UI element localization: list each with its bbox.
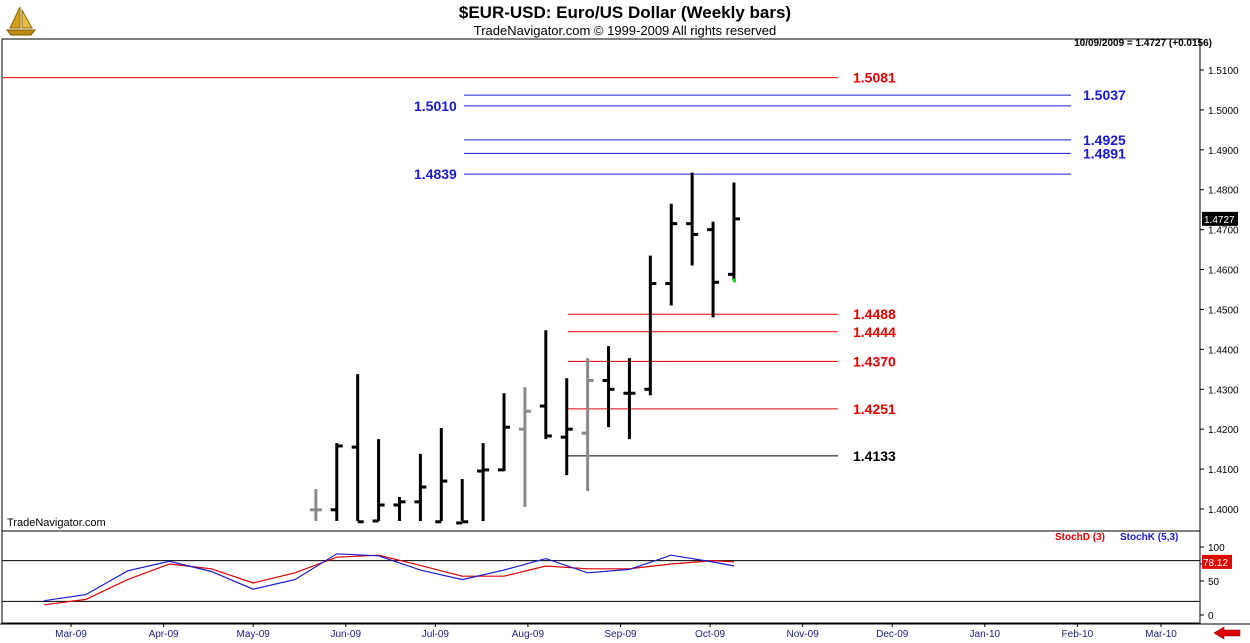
level-label: 1.4251 [853, 401, 896, 417]
level-label: 1.4133 [853, 448, 896, 464]
price-axis-label: 1.4400 [1208, 345, 1239, 356]
level-label: 1.5081 [853, 70, 896, 86]
price-axis-label: 1.4000 [1208, 505, 1239, 516]
price-axis-label: 1.4100 [1208, 465, 1239, 476]
stochd-series-line [44, 554, 735, 606]
level-label: 1.4891 [1083, 145, 1126, 161]
price-axis-label: 1.4200 [1208, 425, 1239, 436]
price-axis-label: 1.4300 [1208, 385, 1239, 396]
date-axis-label: May-09 [236, 629, 270, 640]
legend-stochk: StochK (5,3) [1120, 532, 1179, 543]
stoch-axis-label: 50 [1208, 577, 1220, 588]
price-axis-label: 1.4800 [1208, 186, 1239, 197]
stoch-axis-label: 100 [1208, 543, 1225, 554]
date-axis-label: Jan-10 [970, 629, 1001, 640]
level-label: 1.4925 [1083, 132, 1126, 148]
price-axis-label: 1.4500 [1208, 305, 1239, 316]
stoch-last-label: 78.12 [1203, 558, 1228, 569]
level-label: 1.4444 [853, 324, 896, 340]
stoch-panel-frame [1, 530, 1201, 624]
date-axis-label: Aug-09 [512, 629, 545, 640]
level-label: 1.5037 [1083, 87, 1126, 103]
chart-title: $EUR-USD: Euro/US Dollar (Weekly bars) [458, 3, 792, 22]
price-axis-label: 1.4700 [1208, 226, 1239, 237]
level-label: 1.4488 [853, 306, 896, 322]
date-axis-label: Jun-09 [330, 629, 361, 640]
price-axis-label: 1.5000 [1208, 106, 1239, 117]
price-axis-label: 1.4600 [1208, 266, 1239, 277]
level-label: 1.4370 [853, 353, 896, 369]
last-quote: 10/09/2009 = 1.4727 (+0.0156) [1074, 38, 1212, 49]
stoch-last-box [1202, 554, 1232, 569]
date-axis-label: Sep-09 [604, 629, 637, 640]
date-axis-label: Mar-09 [55, 629, 87, 640]
left-arrow-shape [1213, 626, 1241, 640]
stochk-series-line [44, 553, 735, 602]
legend-stochd: StochD (3) [1055, 532, 1105, 543]
date-axis-label: Oct-09 [695, 629, 725, 640]
price-axis-label: 1.5100 [1208, 66, 1239, 77]
date-axis-label: Apr-09 [149, 629, 179, 640]
last-price-box [1202, 211, 1238, 226]
stoch-axis-label: 0 [1208, 611, 1214, 622]
date-axis-label: Mar-10 [1145, 629, 1177, 640]
price-panel-frame [1, 38, 1201, 532]
price-axis-label: 1.4900 [1208, 146, 1239, 157]
date-axis-label: Feb-10 [1062, 629, 1094, 640]
date-axis-label: Dec-09 [876, 629, 909, 640]
level-label: 1.4839 [414, 166, 457, 182]
date-axis-label: Jul-09 [422, 629, 450, 640]
level-label: 1.5010 [414, 98, 457, 114]
watermark: TradeNavigator.com [7, 517, 106, 529]
left-arrow-icon[interactable] [1213, 626, 1241, 640]
last-bar-marker [732, 278, 736, 283]
last-price-label: 1.4727 [1204, 215, 1235, 226]
date-axis-label: Nov-09 [787, 629, 820, 640]
sailboat-logo-icon[interactable] [4, 4, 38, 38]
copyright-subtitle: TradeNavigator.com © 1999-2009 All right… [473, 23, 777, 38]
